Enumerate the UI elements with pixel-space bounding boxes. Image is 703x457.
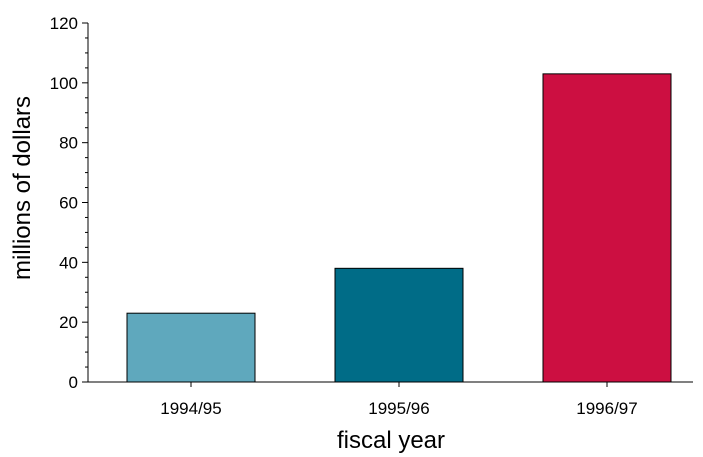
y-tick-label: 60 (59, 194, 78, 213)
x-tick-label: 1995/96 (368, 399, 429, 418)
bar-1995-96 (334, 267, 464, 383)
x-axis-labels: 1994/95 1995/96 1996/97 (160, 382, 638, 418)
bars-group (126, 73, 672, 383)
bar-1994-95 (126, 312, 256, 383)
y-tick-label: 120 (50, 14, 78, 33)
y-tick-label: 20 (59, 313, 78, 332)
x-axis-title: fiscal year (337, 427, 445, 454)
y-axis-title: millions of dollars (9, 96, 36, 280)
y-tick-label: 100 (50, 74, 78, 93)
y-tick-label: 0 (69, 373, 78, 392)
y-tick-label: 40 (59, 253, 78, 272)
x-tick-label: 1994/95 (160, 399, 221, 418)
x-tick-label: 1996/97 (576, 399, 637, 418)
y-axis-ticks: 0 20 40 60 80 100 120 (50, 14, 88, 392)
y-tick-label: 80 (59, 134, 78, 153)
bar-1996-97 (542, 73, 672, 383)
